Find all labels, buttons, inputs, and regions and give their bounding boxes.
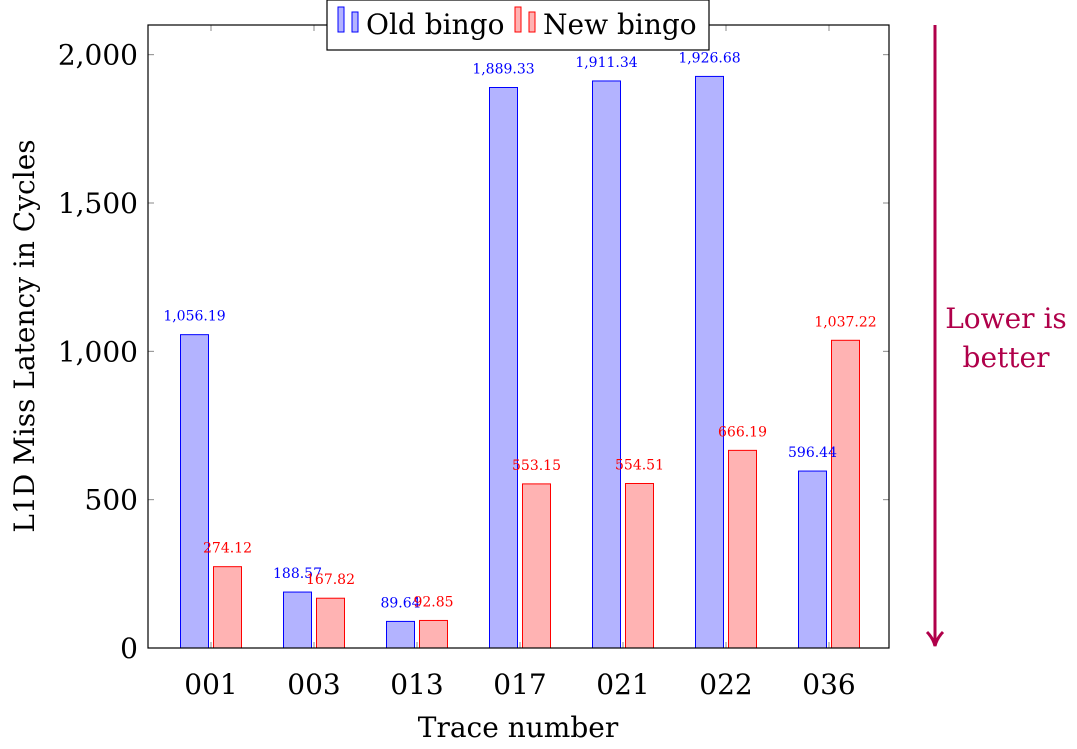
bar-old-bingo-022 <box>695 75 724 649</box>
bar-old-bingo-036 <box>798 470 827 649</box>
x-tick-labels: 001 003 013 017 021 022 036 <box>184 668 855 701</box>
value-label-old-bingo-021: 1,911.34 <box>575 55 637 71</box>
legend: Old bingo New bingo <box>326 0 710 51</box>
value-label-new-bingo-003: 167.82 <box>306 572 355 588</box>
x-tick-label-003: 003 <box>287 668 340 701</box>
bar-old-bingo-013 <box>386 620 415 649</box>
y-tick-label-0: 0 <box>120 632 138 665</box>
y-tick-label-500: 500 <box>85 484 138 517</box>
value-label-old-bingo-013: 89.64 <box>380 595 420 611</box>
legend-label-new-bingo: New bingo <box>543 8 697 41</box>
value-label-old-bingo-003: 188.57 <box>273 566 322 582</box>
annotation-line-1: Lower is <box>945 302 1067 335</box>
x-tick-label-001: 001 <box>184 668 237 701</box>
value-label-new-bingo-021: 554.51 <box>615 457 664 473</box>
legend-swatch-old-bingo-b <box>351 11 359 33</box>
x-tick-label-013: 013 <box>390 668 443 701</box>
x-tick-label-017: 017 <box>493 668 546 701</box>
bar-new-bingo-021 <box>625 482 654 649</box>
x-axis-label: Trace number <box>418 711 619 744</box>
x-tick-label-036: 036 <box>802 668 855 701</box>
bar-old-bingo-021 <box>592 80 621 649</box>
tick-marks <box>148 25 889 649</box>
bar-old-bingo-017 <box>489 86 518 649</box>
value-label-new-bingo-017: 553.15 <box>512 458 561 474</box>
legend-swatch-new-bingo-b <box>528 11 536 33</box>
bars <box>180 75 860 649</box>
x-tick-label-022: 022 <box>699 668 752 701</box>
bar-new-bingo-013 <box>419 619 448 649</box>
bar-old-bingo-003 <box>283 591 312 649</box>
value-label-old-bingo-017: 1,889.33 <box>472 61 534 77</box>
legend-swatch-old-bingo-a <box>337 6 345 33</box>
y-tick-labels: 0 500 1,000 1,500 2,000 <box>58 39 138 665</box>
bar-new-bingo-022 <box>728 449 757 649</box>
down-arrow-icon <box>925 630 945 647</box>
x-tick-label-021: 021 <box>596 668 649 701</box>
plot-frame <box>147 24 890 649</box>
bar-old-bingo-001 <box>180 334 209 649</box>
lower-is-better-annotation: Lower is better <box>925 25 1067 647</box>
bar-new-bingo-003 <box>316 597 345 649</box>
value-label-old-bingo-022: 1,926.68 <box>678 50 740 66</box>
y-tick-label-1500: 1,500 <box>58 187 138 220</box>
value-label-new-bingo-036: 1,037.22 <box>814 314 876 330</box>
value-label-old-bingo-001: 1,056.19 <box>163 309 225 325</box>
bar-new-bingo-017 <box>522 483 551 649</box>
value-label-old-bingo-036: 596.44 <box>788 445 837 461</box>
value-label-new-bingo-022: 666.19 <box>718 424 767 440</box>
value-label-new-bingo-013: 92.85 <box>413 594 453 610</box>
y-axis-label: L1D Miss Latency in Cycles <box>8 139 41 532</box>
legend-swatch-new-bingo-a <box>514 6 522 33</box>
y-tick-label-1000: 1,000 <box>58 335 138 368</box>
bar-new-bingo-036 <box>831 339 860 649</box>
y-tick-label-2000: 2,000 <box>58 39 138 72</box>
bar-new-bingo-001 <box>213 566 242 649</box>
value-label-new-bingo-001: 274.12 <box>203 541 252 557</box>
annotation-line-2: better <box>963 341 1051 374</box>
legend-label-old-bingo: Old bingo <box>366 8 504 41</box>
